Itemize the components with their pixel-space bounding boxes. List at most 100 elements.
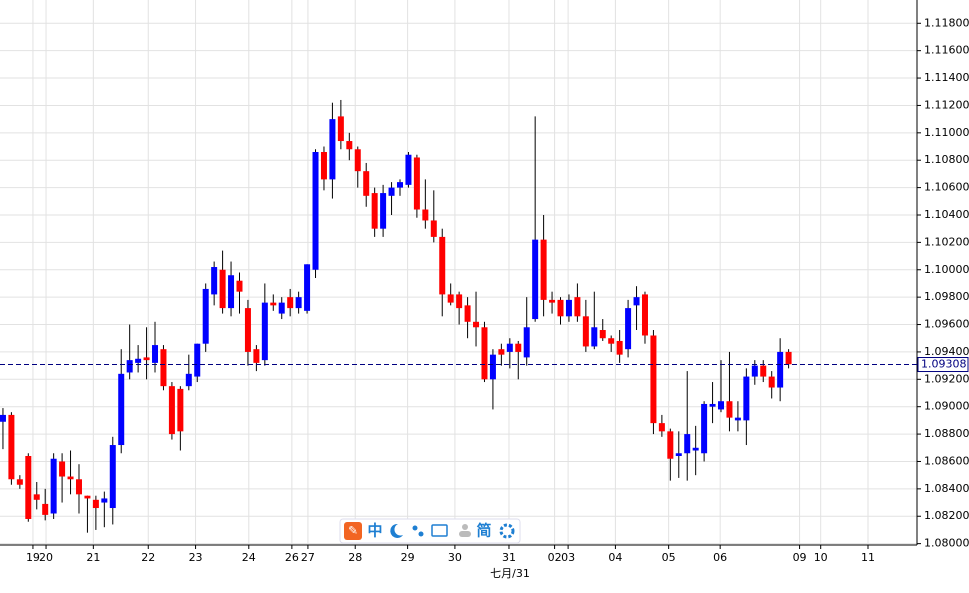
x-tick-label: 21 — [86, 551, 100, 564]
candle-body — [608, 338, 615, 344]
candle-body — [498, 349, 505, 355]
x-tick-label: 22 — [141, 551, 155, 564]
candle-body — [25, 455, 32, 519]
candle-body — [8, 414, 15, 480]
settings-icon[interactable] — [499, 523, 515, 539]
candle-body — [388, 187, 395, 196]
candle-body — [464, 305, 471, 322]
y-tick-label: 1.09600 — [924, 318, 969, 331]
candle-body — [633, 297, 640, 306]
candle-body — [168, 386, 175, 435]
y-tick-label: 1.10800 — [924, 153, 969, 166]
candle-body — [726, 401, 733, 418]
y-tick-label: 1.10600 — [924, 181, 969, 194]
candle-body — [287, 297, 294, 309]
candle-body — [16, 479, 23, 485]
x-tick-label: 26 — [285, 551, 299, 564]
candle-body — [591, 327, 598, 347]
candle-body — [33, 494, 40, 500]
x-tick-label: 10 — [814, 551, 828, 564]
x-tick-label: 29 — [401, 551, 415, 564]
candle-body — [177, 388, 184, 432]
candle-body — [582, 316, 589, 347]
candle-body — [135, 358, 142, 363]
logo-glyph: ✎ — [348, 524, 358, 538]
candle-body — [295, 297, 302, 309]
grid — [0, 0, 917, 545]
candle-body — [337, 116, 344, 142]
candle-body — [152, 345, 159, 363]
dot-icon[interactable] — [418, 531, 424, 537]
candle-body — [354, 149, 361, 172]
candle-body — [439, 236, 446, 295]
simplified-button[interactable]: 简 — [476, 522, 491, 540]
candle-body — [270, 302, 277, 306]
toolbar: ✎ 中 简 — [339, 518, 521, 544]
x-tick-label: 02 — [548, 551, 562, 564]
candle-body — [430, 220, 437, 237]
x-tick-label: 30 — [448, 551, 462, 564]
x-axis-label: 七月/31 — [490, 567, 530, 580]
x-tick-label: 20 — [39, 551, 53, 564]
y-tick-label: 1.11600 — [924, 44, 969, 57]
x-tick-label: 31 — [502, 551, 516, 564]
lang-button[interactable]: 中 — [367, 522, 382, 540]
candle-body — [59, 461, 66, 477]
y-tick-label: 1.08200 — [924, 509, 969, 522]
candle-body — [75, 479, 82, 495]
candle-body — [751, 365, 758, 377]
candle-body — [481, 327, 488, 380]
candle-body — [768, 376, 775, 388]
candle-body — [684, 434, 691, 454]
candle-body — [667, 431, 674, 459]
candle-body — [599, 330, 606, 339]
candle-body — [42, 503, 49, 515]
user-icon[interactable] — [462, 524, 468, 530]
candle-body — [456, 294, 463, 309]
candle-body — [143, 357, 150, 361]
candle-body — [380, 193, 387, 229]
x-tick-label: 03 — [561, 551, 575, 564]
candle-body — [312, 151, 319, 270]
candle-body — [675, 453, 682, 456]
candle-body — [244, 308, 251, 352]
candle-body — [101, 498, 108, 503]
y-tick-label: 1.10400 — [924, 208, 969, 221]
logo-icon[interactable] — [344, 522, 362, 540]
candle-body — [549, 299, 556, 303]
candle-body — [50, 458, 57, 514]
candle-body — [228, 275, 235, 309]
dot-icon[interactable] — [412, 525, 418, 531]
candle-body — [658, 423, 665, 432]
candle-body — [211, 267, 218, 295]
candle-body — [413, 157, 420, 210]
x-tick-label: 09 — [793, 551, 807, 564]
moon-icon[interactable] — [390, 523, 403, 538]
candle-body — [625, 308, 632, 350]
y-tick-label: 1.11400 — [924, 71, 969, 84]
candle-body — [523, 327, 530, 358]
candle-body — [557, 299, 564, 317]
candle-body — [405, 154, 412, 185]
candle-body — [701, 403, 708, 454]
x-tick-label: 24 — [242, 551, 256, 564]
y-tick-label: 1.09800 — [924, 290, 969, 303]
candle-body — [718, 401, 725, 410]
y-tick-label: 1.11000 — [924, 126, 969, 139]
candle-body — [118, 373, 125, 446]
candle-body — [396, 182, 403, 188]
candle-body — [185, 373, 192, 387]
keyboard-icon[interactable] — [431, 524, 448, 537]
candle-body — [126, 360, 133, 373]
candle-body — [785, 351, 792, 365]
candle-body — [709, 403, 716, 407]
candle-body — [194, 343, 201, 377]
y-tick-label: 1.08800 — [924, 427, 969, 440]
candle-body — [92, 499, 99, 509]
candle-body — [734, 417, 741, 421]
candle-body — [515, 343, 522, 352]
x-tick-label: 06 — [713, 551, 727, 564]
